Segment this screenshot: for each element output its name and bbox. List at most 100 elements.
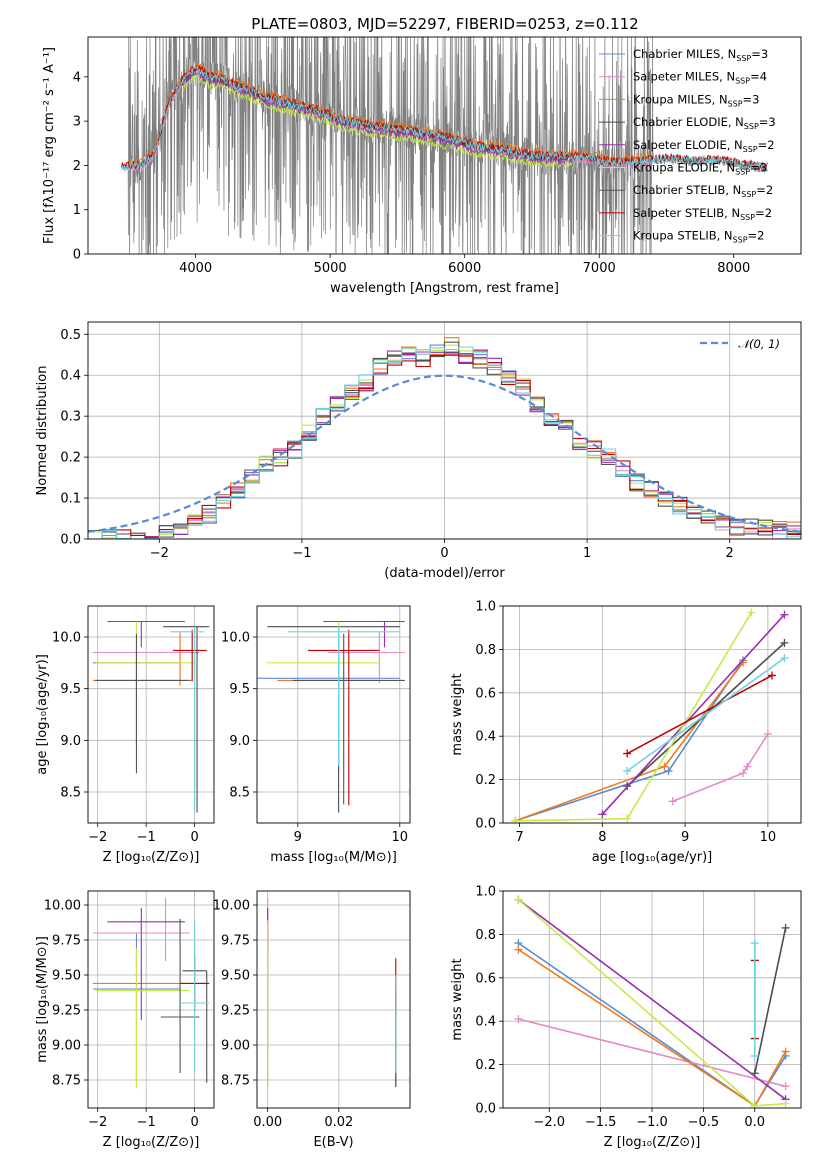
y-tick-label: 10.00 [44,899,81,914]
mass-weight-marker [668,797,677,806]
legend-text: Chabrier MILES, N [633,47,736,61]
x-tick-label: 10 [392,830,409,845]
axes-frame [502,605,802,824]
axes-3: 9 10 8.5 9.0 9.5 10.0 mass [log₁₀(M/M⊙)] [221,605,411,865]
mass-weight-line-4 [601,614,785,815]
y-axis-label: Normed distribution [35,366,50,496]
y-tick-label: 0.4 [475,1015,496,1030]
y-tick-label: 9.5 [60,682,81,697]
mass-weight-marker [780,638,789,647]
y-tick-label: 0.3 [60,410,81,425]
spectrum-title: PLATE=0803, MJD=52297, FIBERID=0253, z=0… [251,15,638,33]
y-tick-label: 8.5 [229,786,250,801]
y-tick-label: 9.50 [221,969,250,984]
x-axis-label: Z [log₁₀(Z/Z⊙)] [103,850,200,865]
mass-weight-marker [780,654,789,663]
x-tick-label: 0 [190,830,198,845]
y-tick-label: 0.6 [475,971,496,986]
mass-weight-marker [660,762,669,771]
mass-weight-marker [739,769,748,778]
legend-subscript: SSP [744,122,759,131]
legend-entry: Kroupa STELIB, NSSP=2 [633,229,764,245]
mass-weight-marker [514,1015,523,1024]
plot-area [92,620,210,813]
mass-weight-marker [743,762,752,771]
axes-7: −2.0 −1.5 −1.0 −0.5 0.0 0.0 0.2 0.4 0.6 0.8 1.0 Z [… [450,885,802,1150]
x-axis-label: Z [log₁₀(Z/Z⊙)] [103,1135,200,1150]
y-tick-label: 3 [73,115,81,130]
plot-area [88,337,801,539]
plot-area [121,37,768,254]
y-tick-label: 0.2 [475,773,496,788]
x-axis-label: E(B-V) [313,1135,353,1150]
legend-text: Salpeter STELIB, N [633,206,740,220]
y-tick-label: 0.4 [475,730,496,745]
residual-histogram-8 [88,346,801,539]
y-tick-label: 9.00 [221,1039,250,1054]
y-tick-label: 9.0 [60,734,81,749]
x-tick-label: 8000 [717,261,750,276]
y-tick-label: 0.0 [475,1102,496,1117]
y-tick-label: 0 [73,248,81,263]
x-tick-label: 0.0 [744,1115,765,1130]
legend-text: Kroupa STELIB, N [633,229,733,243]
y-axis-label: age [log₁₀(age/yr)] [35,654,50,775]
y-tick-label: 0.2 [60,451,81,466]
axes-4: 7 8 9 10 0.0 0.2 0.4 0.6 0.8 1.0 age [log₁₀(age/yr… [450,600,802,865]
x-tick-label: 0 [440,546,448,561]
legend-text: Chabrier ELODIE, N [633,115,744,129]
residual-histogram-6 [88,341,801,539]
x-tick-label: −2.0 [533,1115,565,1130]
axes-1: −2 −1 0 1 2 0.0 0.1 0.2 0.3 0.4 0.5 (data-model)/er… [35,321,802,581]
y-tick-label: 9.75 [52,934,81,949]
y-tick-label: 0.0 [60,533,81,548]
mass-weight-marker [664,766,673,775]
x-tick-label: −1.0 [636,1115,668,1130]
x-tick-label: 7000 [583,261,616,276]
y-tick-label: 9.25 [52,1004,81,1019]
x-tick-label: 0.02 [324,1115,353,1130]
mass-weight-marker [623,814,632,823]
mass-weight-line-5 [515,612,752,822]
legend-entry: Salpeter ELODIE, NSSP=2 [633,138,775,154]
y-tick-label: 0.6 [475,686,496,701]
x-tick-label: 0.00 [253,1115,282,1130]
legend-text: =2 [748,229,765,243]
legend-subscript: SSP [735,168,750,177]
legend-entry: Chabrier ELODIE, NSSP=3 [633,115,776,131]
y-tick-label: 0.2 [475,1058,496,1073]
mass-weight-marker [514,945,523,954]
x-tick-label: −2 [150,546,169,561]
legend-text: =2 [758,138,775,152]
mass-weight-marker [781,923,790,932]
y-tick-label: 10.0 [52,631,81,646]
x-axis-label: Z [log₁₀(Z/Z⊙)] [604,1135,701,1150]
legend-subscript: SSP [736,54,751,63]
mass-weight-marker [514,895,523,904]
legend-entry: Chabrier MILES, NSSP=3 [633,47,768,63]
y-tick-label: 0.5 [60,328,81,343]
y-tick-label: 4 [73,70,81,85]
y-tick-label: 9.5 [229,682,250,697]
x-tick-label: 2 [726,546,734,561]
y-tick-label: 0.0 [475,817,496,832]
axes-frame [87,890,215,1109]
x-tick-label: 6000 [448,261,481,276]
y-tick-label: 1.0 [475,885,496,900]
axes-0: 4000 5000 6000 7000 8000 0 1 2 3 4 wavelength [Ang… [42,36,802,296]
mass-weight-marker [750,939,759,948]
legend-subscript: SSP [743,145,758,154]
y-tick-label: 10.00 [213,899,250,914]
legend-text: =2 [756,183,773,197]
y-axis-label: mass weight [450,958,465,1040]
plot-area [257,620,405,813]
x-axis-label: (data-model)/error [384,566,505,581]
x-tick-label: 9 [294,830,302,845]
legend-text: =3 [759,115,776,129]
legend-text: =3 [750,161,767,175]
legend-text: =2 [755,206,772,220]
mass-weight-line-1 [672,733,769,803]
mass-weight-marker [747,608,756,617]
axes-6: 0.00 0.02 8.75 9.00 9.25 9.50 9.75 10.00 E(B-V) [213,890,411,1150]
